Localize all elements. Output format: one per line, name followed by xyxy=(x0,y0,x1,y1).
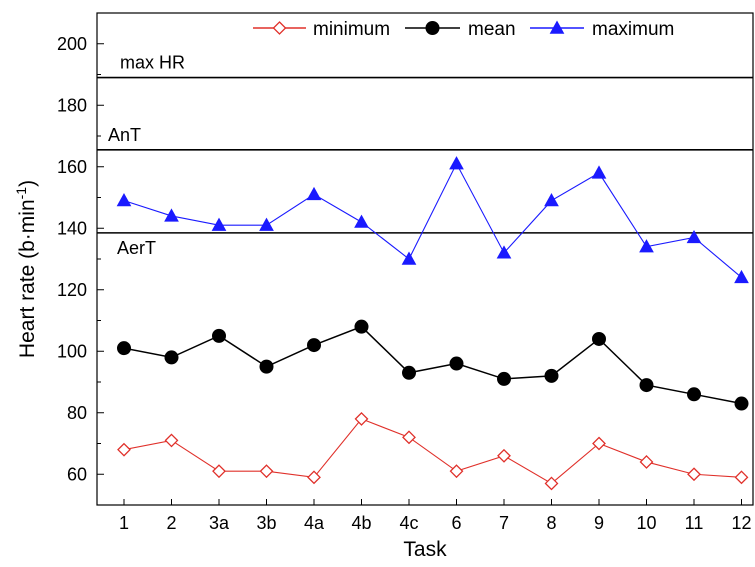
series-minimum xyxy=(117,411,749,491)
x-tick-label: 1 xyxy=(119,513,129,533)
legend-item-minimum: minimum xyxy=(253,19,390,40)
data-point-maximum xyxy=(639,239,654,253)
x-tick-label: 6 xyxy=(451,513,461,533)
data-point-minimum xyxy=(212,464,226,479)
x-tick-label: 9 xyxy=(594,513,604,533)
data-point-minimum xyxy=(117,442,131,457)
data-point-mean xyxy=(117,341,131,356)
reference-lines: max HR AnT AerT xyxy=(97,53,753,258)
data-point-maximum xyxy=(354,214,369,228)
data-point-mean xyxy=(449,356,464,371)
y-tick-label: 180 xyxy=(57,95,87,115)
data-point-maximum xyxy=(401,251,417,265)
reference-label-aert: AerT xyxy=(117,238,156,258)
x-tick-label: 10 xyxy=(636,513,656,533)
y-axis-title-main: Heart rate (b·min xyxy=(16,199,39,358)
data-point-minimum xyxy=(592,436,606,451)
legend-label-maximum: maximum xyxy=(592,19,674,40)
y-axis-title-superscript: -1 xyxy=(13,187,29,200)
x-tick-label: 7 xyxy=(499,513,509,533)
x-tick-label: 4a xyxy=(304,513,325,533)
series-line-mean xyxy=(123,325,742,405)
legend-marker-maximum xyxy=(549,20,565,34)
y-axis-title-suffix: ) xyxy=(16,180,39,187)
data-point-minimum xyxy=(687,467,701,482)
data-point-mean xyxy=(497,371,511,386)
data-point-minimum xyxy=(449,464,464,479)
data-point-minimum xyxy=(259,464,274,479)
data-point-mean xyxy=(639,378,654,393)
data-point-mean xyxy=(164,350,179,365)
y-tick-label: 80 xyxy=(67,403,87,423)
x-tick-label: 3a xyxy=(209,513,230,533)
y-tick-label: 60 xyxy=(67,464,87,484)
data-point-maximum xyxy=(686,229,702,244)
data-point-mean xyxy=(212,328,226,343)
legend-label-mean: mean xyxy=(468,19,516,40)
x-tick-label: 4c xyxy=(399,513,418,533)
data-point-mean xyxy=(402,365,416,380)
data-point-minimum xyxy=(639,455,654,469)
data-point-minimum xyxy=(354,411,369,426)
data-point-mean xyxy=(307,338,321,353)
y-tick-label: 140 xyxy=(57,218,87,238)
legend-item-mean: mean xyxy=(405,19,516,40)
legend: minimum mean maximum xyxy=(253,19,674,40)
data-point-maximum xyxy=(259,217,274,231)
x-tick-label: 4b xyxy=(351,513,371,533)
plot-frame xyxy=(96,12,754,506)
data-point-maximum xyxy=(449,156,464,170)
x-tick-label: 2 xyxy=(166,513,176,533)
series-line-minimum xyxy=(123,418,742,485)
data-point-mean xyxy=(592,331,606,346)
y-tick-label: 160 xyxy=(57,157,87,177)
x-tick-label: 12 xyxy=(731,513,751,533)
y-tick-label: 100 xyxy=(57,341,87,361)
data-point-maximum xyxy=(211,217,227,231)
legend-marker-minimum xyxy=(272,21,287,35)
data-point-maximum xyxy=(544,193,559,207)
data-point-mean xyxy=(544,368,559,383)
data-point-minimum xyxy=(734,470,749,485)
data-point-maximum xyxy=(734,269,749,284)
x-axis-title: Task xyxy=(403,538,447,561)
series-layer xyxy=(116,156,749,491)
x-tick-label: 3b xyxy=(256,513,276,533)
x-tick-label: 8 xyxy=(546,513,556,533)
data-point-mean xyxy=(354,319,369,334)
data-point-maximum xyxy=(496,245,512,259)
data-point-mean xyxy=(734,396,749,411)
y-tick-label: 120 xyxy=(57,280,87,300)
data-point-minimum xyxy=(307,470,321,485)
legend-label-minimum: minimum xyxy=(313,19,390,40)
legend-marker-mean xyxy=(425,21,440,35)
legend-item-maximum: maximum xyxy=(530,19,674,40)
data-point-minimum xyxy=(544,476,559,491)
reference-label-max-hr: max HR xyxy=(120,53,185,73)
data-point-mean xyxy=(687,387,701,402)
series-maximum xyxy=(116,156,749,284)
x-tick-label: 11 xyxy=(685,513,704,533)
y-tick-label: 200 xyxy=(57,34,87,54)
data-point-maximum xyxy=(591,165,607,179)
series-line-maximum xyxy=(123,162,742,278)
data-point-mean xyxy=(259,359,274,374)
data-point-minimum xyxy=(497,448,511,463)
data-point-minimum xyxy=(402,430,416,445)
data-point-maximum xyxy=(306,186,322,201)
series-mean xyxy=(117,319,749,411)
data-point-minimum xyxy=(164,433,179,448)
data-point-maximum xyxy=(164,208,179,222)
reference-label-ant: AnT xyxy=(108,125,141,145)
y-axis-title: Heart rate (b·min-1) xyxy=(13,180,39,358)
data-point-maximum xyxy=(116,193,132,207)
